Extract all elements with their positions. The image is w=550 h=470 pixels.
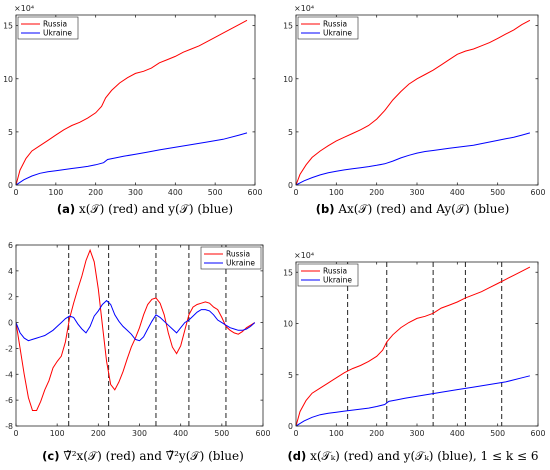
y-tick-label: 0 <box>288 181 293 190</box>
x-tick-label: 500 <box>208 188 223 197</box>
caption-d: (d) x(𝒯ₖ) (red) and y(𝒯ₖ) (blue), 1 ≤ k … <box>287 449 539 463</box>
y-tick-label: 5 <box>8 128 13 137</box>
caption-b: (b) Ax(𝒯) (red) and Ay(𝒯) (blue) <box>315 202 510 216</box>
y-tick-label: 4 <box>8 267 13 276</box>
x-tick-label: 100 <box>48 188 63 197</box>
x-tick-label: 500 <box>490 188 505 197</box>
x-tick-label: 100 <box>50 429 65 438</box>
y-tick-label: 0 <box>288 422 293 431</box>
y-tick-label: -4 <box>5 370 13 379</box>
y-tick-label: 10 <box>3 75 13 84</box>
x-tick-label: 300 <box>128 188 143 197</box>
x-tick-label: 0 <box>14 429 19 438</box>
legend-label-ukraine: Ukraine <box>226 259 255 268</box>
y-exponent-label: ×10⁴ <box>294 251 314 260</box>
series-line-russia <box>16 248 256 411</box>
series-line-ukraine <box>16 299 256 342</box>
legend-label-ukraine: Ukraine <box>323 29 352 38</box>
y-exponent-label: ×10⁴ <box>294 4 314 13</box>
x-tick-label: 500 <box>490 429 505 438</box>
x-tick-label: 0 <box>294 188 299 197</box>
chart-panel-b: 0 100 200 300 400 500 600 0 5 10 15×10⁴ RussiaUkrai… <box>283 4 545 197</box>
x-tick-label: 300 <box>410 188 425 197</box>
x-tick-label: 600 <box>248 188 263 197</box>
y-tick-label: 5 <box>288 371 293 380</box>
series-line-russia <box>16 19 248 185</box>
legend-label-ukraine: Ukraine <box>323 276 352 285</box>
x-tick-label: 0 <box>294 429 299 438</box>
y-exponent-label: ×10⁴ <box>14 4 34 13</box>
y-tick-label: 0 <box>8 181 13 190</box>
x-tick-label: 300 <box>410 429 425 438</box>
axes-box <box>295 14 539 186</box>
series-line-russia <box>296 19 531 185</box>
y-tick-label: 15 <box>3 22 13 31</box>
x-tick-label: 200 <box>91 429 106 438</box>
series-line-ukraine <box>16 132 248 185</box>
series-line-russia <box>296 266 531 426</box>
x-tick-label: 400 <box>450 188 465 197</box>
legend-label-russia: Russia <box>323 20 347 29</box>
axes-box <box>15 14 256 186</box>
y-tick-label: -6 <box>5 396 13 405</box>
y-tick-label: 15 <box>283 22 293 31</box>
y-tick-label: 6 <box>8 241 13 250</box>
y-tick-label: 15 <box>283 268 293 277</box>
x-tick-label: 600 <box>256 429 271 438</box>
legend-label-russia: Russia <box>43 20 67 29</box>
y-tick-label: 0 <box>8 319 13 328</box>
chart-panel-d: 0 100 200 300 400 500 600 0 5 10 15×10⁴ RussiaUkrai… <box>283 251 545 438</box>
series-line-ukraine <box>296 132 531 185</box>
x-tick-label: 300 <box>132 429 147 438</box>
legend-label-ukraine: Ukraine <box>43 29 72 38</box>
x-tick-label: 200 <box>369 429 384 438</box>
series-line-ukraine <box>296 375 531 426</box>
chart-panel-a: 0 100 200 300 400 500 600 0 5 10 15×10⁴ RussiaUkrai… <box>3 4 262 197</box>
caption-a: (a) x(𝒯) (red) and y(𝒯) (blue) <box>56 202 234 216</box>
x-tick-label: 400 <box>173 429 188 438</box>
x-tick-label: 200 <box>88 188 103 197</box>
y-tick-label: 10 <box>283 75 293 84</box>
y-tick-label: 2 <box>8 293 13 302</box>
x-tick-label: 200 <box>369 188 384 197</box>
x-tick-label: 100 <box>329 188 344 197</box>
legend-label-russia: Russia <box>226 250 250 259</box>
x-tick-label: 400 <box>168 188 183 197</box>
y-tick-label: -8 <box>5 422 13 431</box>
x-tick-label: 600 <box>531 429 546 438</box>
legend-label-russia: Russia <box>323 267 347 276</box>
x-tick-label: 500 <box>214 429 229 438</box>
y-tick-label: 10 <box>283 320 293 329</box>
caption-c: (c) ∇̃²x(𝒯) (red) and ∇̃²y(𝒯) (blue) <box>42 449 244 463</box>
x-tick-label: 0 <box>14 188 19 197</box>
y-tick-label: 5 <box>288 128 293 137</box>
y-tick-label: -2 <box>5 344 13 353</box>
x-tick-label: 400 <box>450 429 465 438</box>
x-tick-label: 100 <box>329 429 344 438</box>
chart-panel-c: 0 100 200 300 400 500 600 -8 -6 -4 -2 0 2 4 6 RussiaUkr… <box>5 241 270 438</box>
x-tick-label: 600 <box>531 188 546 197</box>
